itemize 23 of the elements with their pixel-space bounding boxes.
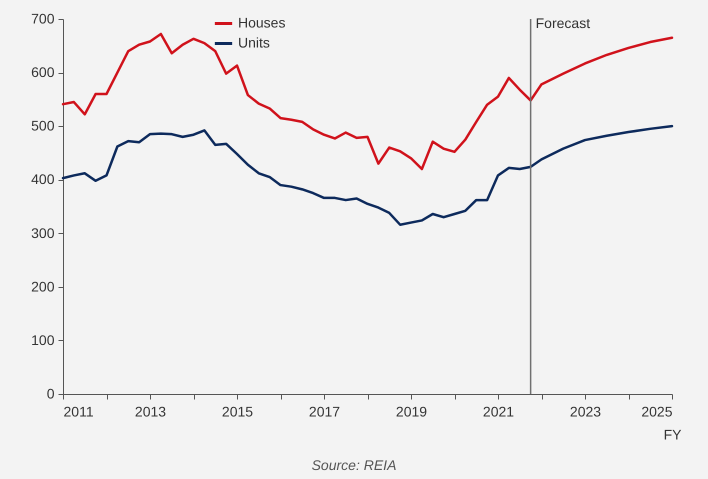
x-tick-label: 2013 [134,404,166,420]
x-tick-label: 2021 [482,404,514,420]
y-tick-label: 300 [31,224,55,241]
y-tick-label: 400 [31,171,55,188]
source-note: Source: REIA [312,457,396,473]
line-series [62,124,674,226]
y-tick-label: 0 [46,386,55,402]
x-tick-label: 2025 [641,404,673,420]
line-series [62,32,674,170]
x-axis-title: FY [664,426,682,442]
y-tick-label: 100 [31,332,55,348]
x-tick-label: 2023 [570,404,602,420]
x-tick-label: 2019 [396,404,428,420]
y-tick-label: 200 [31,278,55,294]
ref-line-label: Forecast [536,15,590,31]
y-tick-label: 600 [31,64,55,80]
x-tick-label: 2017 [308,404,340,420]
y-tick-label: 700 [31,10,55,26]
legend-label: Units [238,34,270,50]
y-tick-label: 500 [31,118,55,134]
legend-label: Houses [238,14,286,30]
x-tick-label: 2015 [222,404,254,420]
x-tick-label: 2011 [64,404,94,420]
